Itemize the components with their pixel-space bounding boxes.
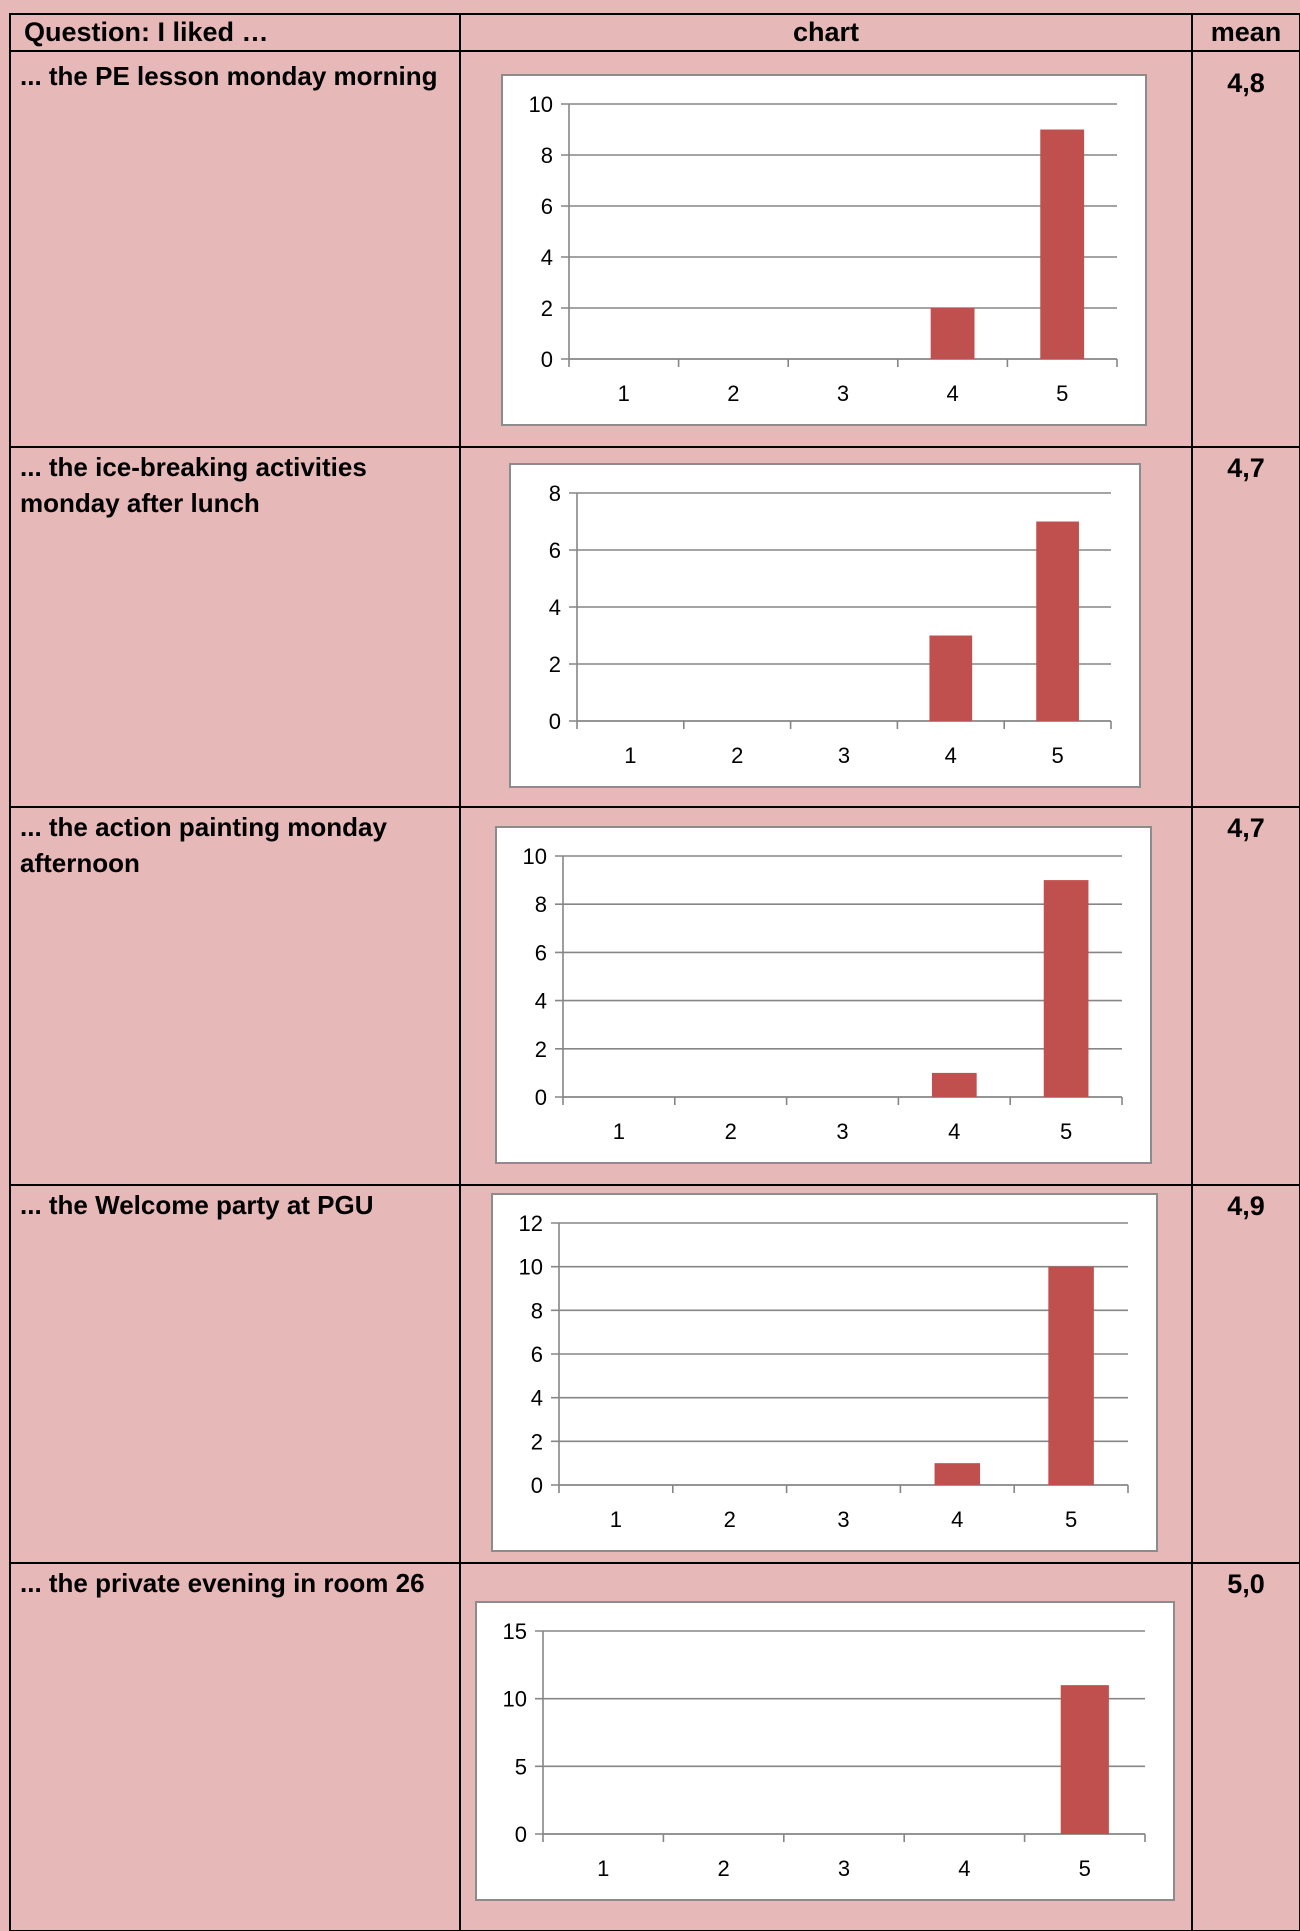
bar: [931, 1072, 977, 1097]
x-tick-label: 5: [1065, 1507, 1077, 1532]
x-tick-label: 5: [1079, 1856, 1091, 1881]
y-tick-label: 6: [541, 194, 553, 219]
y-tick-label: 4: [549, 595, 561, 620]
x-tick-label: 2: [727, 381, 739, 406]
y-tick-label: 8: [535, 892, 547, 917]
bar-chart-svg: 0 2 4 6 8 1 2 3 4 5: [549, 481, 1112, 768]
x-tick-label: 5: [1056, 381, 1068, 406]
bar: [1060, 1685, 1109, 1834]
x-tick-label: 5: [1060, 1119, 1072, 1144]
y-tick-label: 2: [531, 1429, 543, 1454]
x-tick-label: 1: [618, 381, 630, 406]
y-tick-label: 5: [515, 1754, 527, 1779]
y-tick-label: 8: [531, 1298, 543, 1323]
x-tick-label: 3: [837, 1507, 849, 1532]
x-tick-label: 4: [958, 1856, 970, 1881]
y-tick-label: 15: [503, 1619, 527, 1644]
x-tick-label: 2: [717, 1856, 729, 1881]
x-tick-label: 3: [837, 381, 849, 406]
x-tick-label: 1: [597, 1856, 609, 1881]
mean-pe-lesson: 4,8: [1227, 68, 1265, 98]
y-tick-label: 4: [541, 245, 553, 270]
x-tick-label: 1: [610, 1507, 622, 1532]
bar: [1048, 1266, 1094, 1485]
y-tick-label: 2: [549, 652, 561, 677]
question-column-header: Question: I liked …: [24, 17, 269, 47]
question-welcome-party: ... the Welcome party at PGU: [20, 1190, 374, 1220]
question-ice-breaking: ... the ice-breaking activities monday a…: [20, 452, 367, 518]
question-private-evening: ... the private evening in room 26: [20, 1568, 425, 1598]
x-tick-label: 2: [724, 1507, 736, 1532]
bar: [929, 635, 973, 721]
bar: [1036, 521, 1079, 721]
y-tick-label: 4: [531, 1386, 543, 1411]
x-tick-label: 4: [945, 743, 957, 768]
y-tick-label: 8: [549, 481, 561, 506]
x-tick-label: 3: [838, 743, 850, 768]
y-tick-label: 8: [541, 143, 553, 168]
y-tick-label: 10: [523, 844, 547, 869]
y-tick-label: 12: [519, 1211, 543, 1236]
mean-column-header: mean: [1210, 17, 1282, 47]
x-tick-label: 1: [624, 743, 636, 768]
mean-welcome-party: 4,9: [1227, 1191, 1265, 1221]
bar: [1040, 129, 1085, 359]
y-tick-label: 6: [549, 538, 561, 563]
y-tick-label: 2: [535, 1037, 547, 1062]
y-tick-label: 10: [529, 92, 553, 117]
question-pe-lesson: ... the PE lesson monday morning: [20, 61, 438, 91]
chart-welcome-party: 0 2 4 6 8 10 12 1 2 3 4 5: [491, 1193, 1158, 1552]
mean-action-painting: 4,7: [1227, 813, 1265, 843]
y-tick-label: 0: [531, 1473, 543, 1498]
bar-chart-svg: 0 5 10 15 1 2 3 4 5: [503, 1619, 1146, 1881]
y-tick-label: 0: [549, 709, 561, 734]
x-tick-label: 4: [948, 1119, 960, 1144]
x-tick-label: 2: [731, 743, 743, 768]
x-tick-label: 1: [613, 1119, 625, 1144]
mean-private-evening: 5,0: [1227, 1569, 1265, 1599]
bar: [1043, 880, 1089, 1097]
y-tick-label: 10: [503, 1687, 527, 1712]
x-tick-label: 5: [1051, 743, 1063, 768]
x-tick-label: 3: [838, 1856, 850, 1881]
x-tick-label: 4: [951, 1507, 963, 1532]
chart-column-header: chart: [792, 17, 860, 47]
y-tick-label: 0: [541, 347, 553, 372]
bar: [934, 1463, 981, 1485]
x-tick-label: 2: [725, 1119, 737, 1144]
question-action-painting: ... the action painting monday afternoon: [20, 812, 387, 878]
y-tick-label: 2: [541, 296, 553, 321]
chart-pe-lesson: 0 2 4 6 8 10 1 2 3 4 5: [501, 74, 1147, 426]
x-tick-label: 4: [946, 381, 958, 406]
y-tick-label: 6: [531, 1342, 543, 1367]
chart-ice-breaking: 0 2 4 6 8 1 2 3 4 5: [509, 463, 1141, 788]
chart-action-painting: 0 2 4 6 8 10 1 2 3 4 5: [495, 826, 1152, 1164]
bar: [930, 308, 975, 359]
y-tick-label: 0: [515, 1822, 527, 1847]
mean-ice-breaking: 4,7: [1227, 453, 1265, 483]
y-tick-label: 4: [535, 989, 547, 1014]
y-tick-label: 6: [535, 940, 547, 965]
y-tick-label: 0: [535, 1085, 547, 1110]
chart-private-evening: 0 5 10 15 1 2 3 4 5: [475, 1601, 1175, 1901]
x-tick-label: 3: [836, 1119, 848, 1144]
y-tick-label: 10: [519, 1255, 543, 1280]
